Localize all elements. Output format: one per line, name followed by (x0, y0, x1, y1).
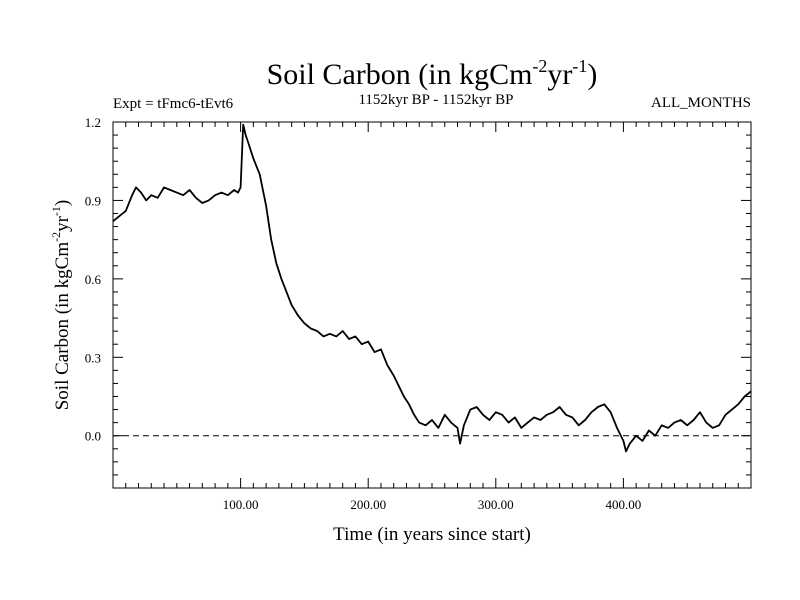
subtitle-experiment: Expt = tFmc6-tEvt6 (113, 96, 234, 112)
subtitle-months: ALL_MONTHS (651, 95, 751, 111)
chart-title: Soil Carbon (in kgCm-2yr-1) (267, 56, 598, 91)
subtitle-period: 1152kyr BP - 1152kyr BP (358, 92, 513, 108)
x-tick-label: 200.00 (350, 497, 386, 512)
x-tick-label: 400.00 (606, 497, 642, 512)
y-axis-label: Soil Carbon (in kgCm-2yr-1) (49, 200, 73, 411)
major-ticks (113, 121, 751, 488)
y-tick-label: 0.9 (85, 193, 101, 208)
y-tick-label: 0.6 (85, 272, 102, 287)
minor-ticks (113, 122, 751, 488)
x-tick-label: 100.00 (223, 497, 259, 512)
x-tick-label: 300.00 (478, 497, 514, 512)
x-axis-label: Time (in years since start) (333, 524, 531, 545)
plot-frame (112, 121, 752, 489)
y-tick-label: 0.3 (85, 350, 101, 365)
y-tick-label: 1.2 (85, 115, 101, 130)
y-tick-label: 0.0 (85, 429, 101, 444)
soil-carbon-series-line (112, 123, 752, 453)
tick-labels: 100.00 200.00 300.00 400.00 0.0 0.3 0.6 0.9 1.2 (85, 115, 642, 512)
